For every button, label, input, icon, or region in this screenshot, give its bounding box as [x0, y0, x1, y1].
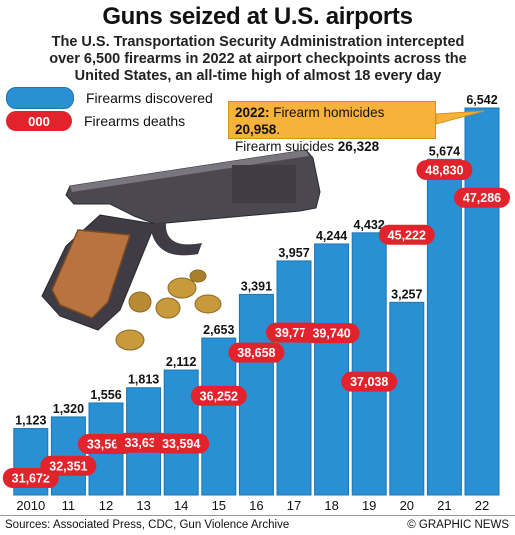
x-tick-label: 12	[99, 498, 113, 513]
chart-subtitle: The U.S. Transportation Security Adminis…	[49, 34, 467, 84]
death-pill	[228, 342, 285, 363]
x-tick-label: 2010	[16, 498, 45, 513]
x-tick-label: 16	[249, 498, 263, 513]
callout-homicides-label: Firearm homicides	[273, 105, 385, 120]
x-tick-label: 19	[362, 498, 376, 513]
death-value-label: 33,563	[87, 438, 125, 452]
death-pill	[341, 371, 398, 392]
x-tick-label: 17	[287, 498, 301, 513]
credit: © GRAPHIC NEWS	[407, 519, 509, 531]
legend-item-deaths: 000 Firearms deaths	[6, 109, 185, 133]
callout-suicides-value: 26,328	[337, 139, 380, 154]
x-tick-label: 22	[475, 498, 489, 513]
pistol-illustration	[41, 149, 321, 351]
footer: Sources: Associated Press, CDC, Gun Viol…	[0, 515, 515, 535]
callout-line-homicides: 2022: Firearm homicides 20,958.	[235, 105, 385, 137]
death-value-label: 39,773	[275, 326, 313, 340]
x-tick-label: 21	[437, 498, 451, 513]
legend-swatch-discovered	[6, 87, 74, 109]
death-value-label: 47,286	[463, 191, 501, 205]
bar	[276, 260, 312, 496]
bar	[314, 243, 350, 496]
legend-item-discovered: Firearms discovered	[6, 86, 213, 110]
death-value-label: 37,038	[350, 375, 388, 389]
x-tick-label: 14	[174, 498, 188, 513]
callout-2022: 2022: Firearm homicides 20,958. Firearm …	[228, 101, 436, 154]
bar-value-label: 1,556	[90, 388, 121, 402]
death-value-label: 31,672	[12, 472, 50, 486]
death-pill	[153, 433, 210, 454]
legend-label-deaths: Firearms deaths	[84, 113, 186, 129]
bar-value-label: 6,542	[466, 93, 497, 107]
bar	[201, 337, 237, 496]
bar-value-label: 4,244	[316, 229, 347, 243]
chart-title: Guns seized at U.S. airports	[102, 3, 413, 30]
death-pill	[303, 323, 360, 344]
x-tick-label: 20	[400, 498, 414, 513]
bar-value-label: 1,123	[15, 414, 46, 428]
callout-year: 2022:	[235, 105, 270, 120]
x-tick-label: 18	[324, 498, 338, 513]
death-value-label: 32,351	[49, 459, 87, 473]
death-pill	[190, 385, 247, 406]
bar-value-label: 4,432	[354, 218, 385, 232]
death-pill	[416, 160, 473, 180]
bar-value-label: 1,813	[128, 373, 159, 387]
death-pill	[40, 455, 97, 476]
death-pill	[378, 224, 435, 245]
death-value-label: 36,252	[200, 389, 238, 403]
x-tick-label: 15	[212, 498, 226, 513]
legend-swatch-deaths: 000	[6, 111, 72, 131]
bar-value-label: 2,112	[166, 355, 197, 369]
bar-value-label: 5,674	[429, 144, 460, 158]
bar-value-label: 3,957	[278, 246, 309, 260]
bar-value-label: 3,257	[391, 287, 422, 301]
x-tick-label: 11	[62, 498, 76, 513]
bar-value-label: 2,653	[203, 323, 234, 337]
death-value-label: 33,636	[124, 436, 162, 450]
bar-value-label: 1,320	[53, 402, 84, 416]
x-tick-label: 13	[136, 498, 150, 513]
callout-homicides-value: 20,958	[235, 122, 277, 137]
bar	[389, 301, 425, 496]
legend-label-discovered: Firearms discovered	[86, 90, 213, 106]
callout-suicides-label: Firearm suicides	[235, 139, 335, 154]
death-pill	[454, 187, 510, 208]
death-value-label: 48,830	[425, 164, 463, 178]
sources: Sources: Associated Press, CDC, Gun Viol…	[5, 519, 290, 531]
callout-line-suicides: Firearm suicides 26,328	[235, 138, 429, 155]
bar-label-layer: 1,123 1,320 1,556 1,813 2,112 2,653 3,391 3,957…	[15, 93, 498, 428]
bar	[163, 369, 199, 496]
death-value-label: 33,594	[162, 437, 200, 451]
bar	[351, 232, 387, 496]
death-value-label: 39,740	[312, 327, 350, 341]
bar-value-label: 3,391	[241, 279, 272, 293]
death-value-label: 38,658	[237, 346, 275, 360]
death-value-label: 45,222	[388, 228, 426, 242]
bar	[426, 158, 462, 496]
x-axis: 2010 11 12 13 14 15 16 17 18 19 20 21 22	[16, 498, 489, 513]
callout-pointer	[435, 110, 485, 125]
